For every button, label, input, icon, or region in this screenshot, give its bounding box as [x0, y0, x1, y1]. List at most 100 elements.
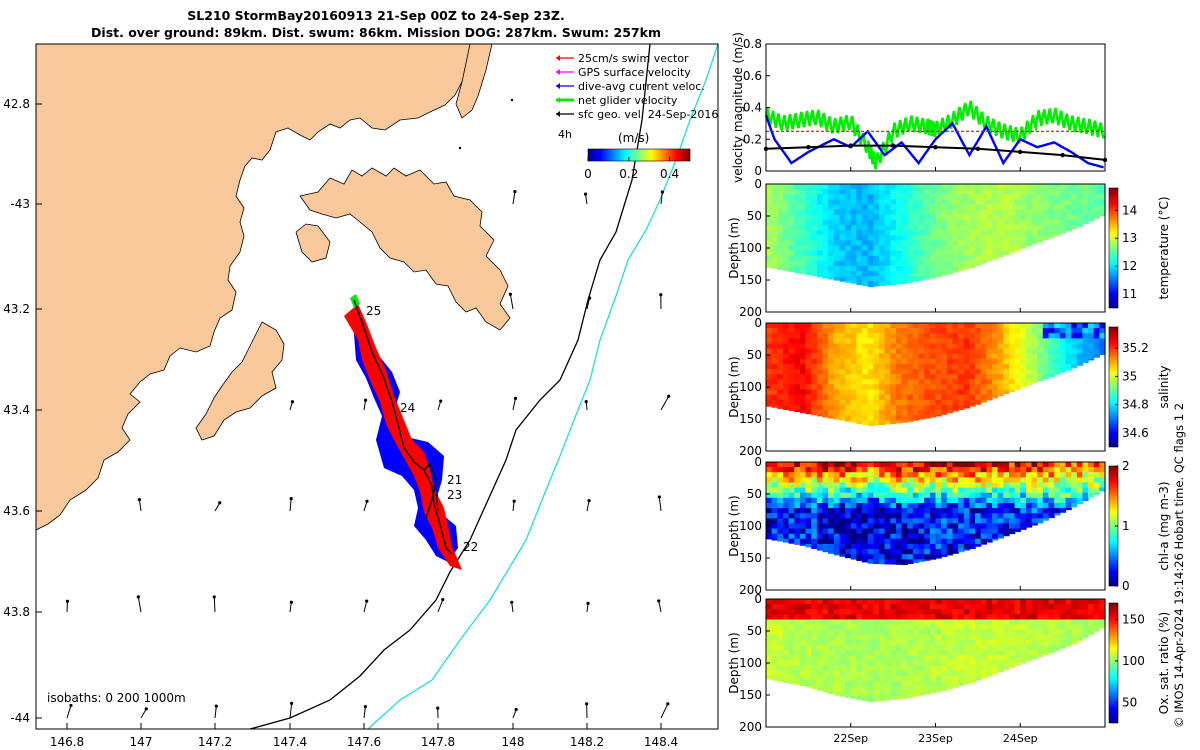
section-cell [912, 554, 920, 560]
section-cell [918, 328, 925, 334]
section-cell [1025, 472, 1033, 478]
section-cell [788, 599, 795, 605]
section-cell [969, 467, 976, 473]
section-cell [833, 348, 841, 355]
section-cell [884, 358, 891, 365]
section-cell [856, 214, 863, 221]
section-cell [975, 384, 982, 391]
section-cell [969, 199, 976, 206]
section-cell [907, 477, 914, 484]
section-y-tick-label: 0 [754, 316, 762, 330]
section-cell [986, 472, 993, 478]
section-cell [997, 619, 1004, 626]
section-cell [816, 240, 824, 246]
section-cell [794, 477, 801, 484]
section-cell [788, 204, 795, 211]
section-cell [856, 640, 863, 646]
section-cell [929, 404, 937, 411]
geo-velocity-marker [933, 144, 938, 150]
section-cell [946, 194, 954, 200]
section-cell [986, 640, 993, 646]
section-cell [1042, 358, 1050, 365]
section-cell [856, 614, 863, 621]
section-cell [1059, 364, 1067, 370]
section-cell [941, 670, 948, 677]
section-cell [890, 482, 897, 489]
section-cell [907, 374, 914, 380]
section-cell [856, 260, 863, 267]
section-cell [811, 245, 818, 252]
isobaths-label: isobaths: 0 200 1000m [47, 691, 186, 705]
section-cell [850, 189, 858, 195]
section-cell [890, 384, 897, 391]
section-cell [912, 348, 920, 355]
section-cell [1093, 343, 1100, 350]
section-cell [912, 276, 920, 282]
section-cell [839, 462, 846, 468]
section-cell [771, 492, 778, 499]
section-cell [1020, 219, 1027, 226]
section-cell [833, 518, 841, 524]
section-cell [1065, 599, 1072, 605]
section-cell [766, 619, 773, 626]
section-cell [1088, 619, 1095, 626]
section-cell [1003, 645, 1010, 651]
section-cell [1048, 323, 1055, 329]
section-cell [918, 225, 925, 231]
section-cell [850, 549, 858, 555]
section-cell [907, 629, 914, 636]
section-cell [997, 225, 1004, 231]
section-cell [969, 609, 976, 615]
section-cell [1059, 184, 1067, 190]
section-cell [980, 394, 987, 401]
section-cell [975, 214, 982, 221]
section-cell [1014, 467, 1021, 473]
section-cell [952, 609, 959, 615]
section-cell [1042, 323, 1050, 329]
section-cell [1020, 528, 1027, 530]
section-cell [862, 420, 869, 425]
section-cell [1009, 508, 1016, 514]
section-cell [1037, 513, 1044, 519]
section-cell [777, 240, 784, 246]
geo-arrow [363, 501, 368, 512]
section-cell [873, 528, 880, 535]
section-cell [873, 686, 880, 692]
section-cell [1042, 497, 1050, 504]
section-cell [867, 189, 874, 195]
section-cell [1009, 323, 1016, 329]
speed-cbar-tick-label: 0.4 [660, 167, 679, 181]
section-cell [1048, 629, 1055, 636]
section-cell [816, 614, 824, 621]
section-cell [1037, 462, 1044, 468]
section-cell [805, 219, 812, 226]
section-cell [850, 394, 858, 401]
section-cell [958, 619, 965, 626]
section-cell [884, 219, 891, 226]
section-cell [839, 660, 846, 667]
section-cell [975, 255, 982, 262]
section-cell [856, 634, 863, 641]
section-cell [822, 462, 829, 468]
section-cell [873, 650, 880, 656]
section-cell [941, 328, 948, 334]
geo-arrow-head [434, 493, 438, 497]
section-cell [811, 199, 818, 206]
section-cell [1071, 467, 1078, 473]
section-cell [845, 250, 852, 257]
section-cell [929, 245, 937, 252]
section-cell [879, 497, 886, 504]
section-cell [1037, 369, 1044, 375]
section-cell [901, 194, 908, 200]
section-cell [788, 487, 795, 494]
section-cell [912, 660, 920, 667]
section-cell [918, 472, 925, 478]
section-cell [935, 369, 942, 375]
section-cell [822, 467, 829, 473]
section-cell [839, 538, 846, 545]
section-cell [952, 497, 959, 504]
section-cell [805, 477, 812, 484]
section-cell [986, 240, 993, 246]
section-cell [839, 384, 846, 391]
